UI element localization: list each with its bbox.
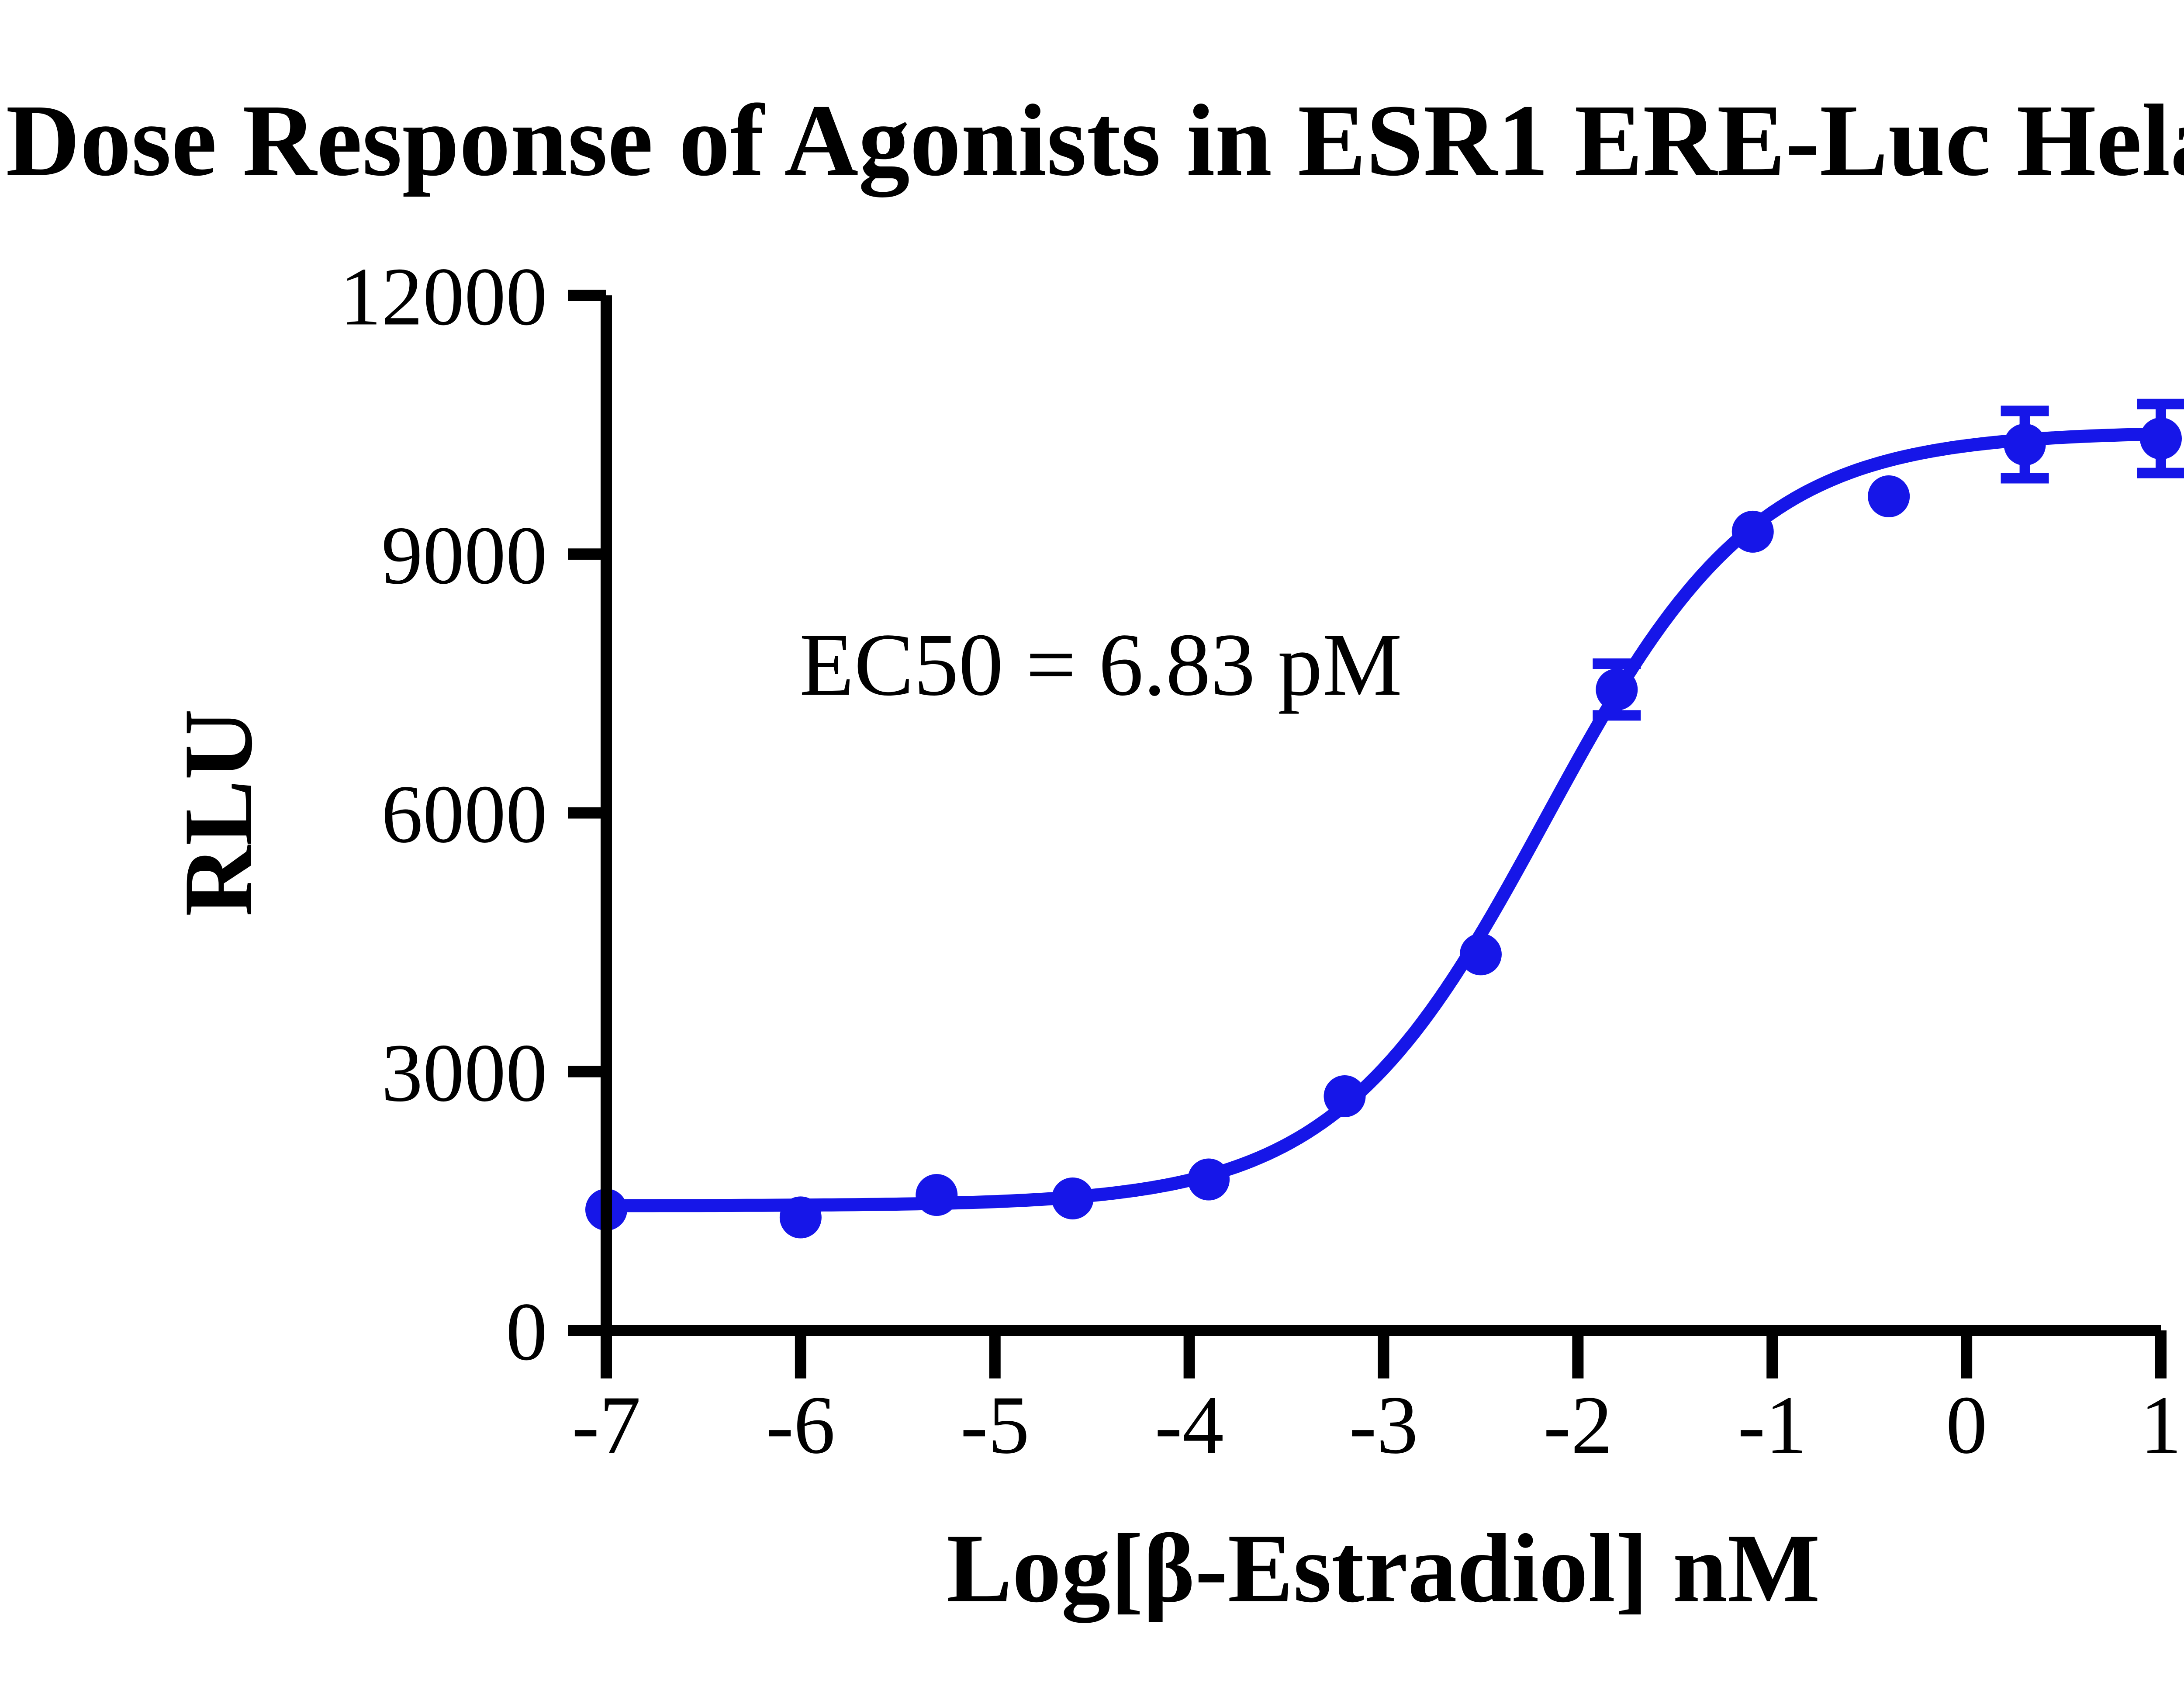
data-point <box>1868 475 1910 517</box>
x-tick-label: -5 <box>961 1379 1030 1471</box>
fit-curve <box>606 427 2161 1212</box>
x-tick-label: -2 <box>1543 1379 1612 1471</box>
data-point <box>916 1174 958 1216</box>
data-point <box>2004 423 2046 466</box>
data-point <box>2140 417 2182 460</box>
data-point <box>1731 510 1774 553</box>
x-tick-label: -1 <box>1738 1379 1807 1471</box>
y-axis-title: RLU <box>163 709 273 916</box>
data-point <box>779 1196 822 1239</box>
x-tick-label: -4 <box>1154 1379 1223 1471</box>
x-axis-title: Log[β-Estradiol] nM <box>947 1513 1820 1623</box>
y-tick-label: 12000 <box>340 251 547 343</box>
data-point <box>1051 1177 1094 1219</box>
data-point <box>1459 933 1502 976</box>
y-tick-label: 0 <box>506 1286 547 1378</box>
plot-area <box>585 398 2184 1239</box>
data-point <box>1324 1075 1366 1118</box>
x-tick-label: 1 <box>2140 1379 2182 1471</box>
x-tick-label: -7 <box>572 1379 641 1471</box>
y-tick-label: 6000 <box>381 769 547 860</box>
axes: 0 3000 6000 9000 12000 -7 -6 -5 -4 -3 -2 -1 0 1 <box>340 251 2182 1472</box>
data-point <box>1596 668 1638 711</box>
ec50-annotation: EC50 = 6.83 pM <box>799 615 1402 714</box>
x-tick-label: -3 <box>1349 1379 1418 1471</box>
x-tick-label: 0 <box>1946 1379 1987 1471</box>
x-tick-label: -6 <box>766 1379 835 1471</box>
y-tick-label: 9000 <box>381 510 547 602</box>
chart-title: Dose Response of Agonists in ESR1 ERE-Lu… <box>6 83 2184 197</box>
data-point <box>1188 1158 1230 1201</box>
y-tick-label: 3000 <box>381 1027 547 1119</box>
